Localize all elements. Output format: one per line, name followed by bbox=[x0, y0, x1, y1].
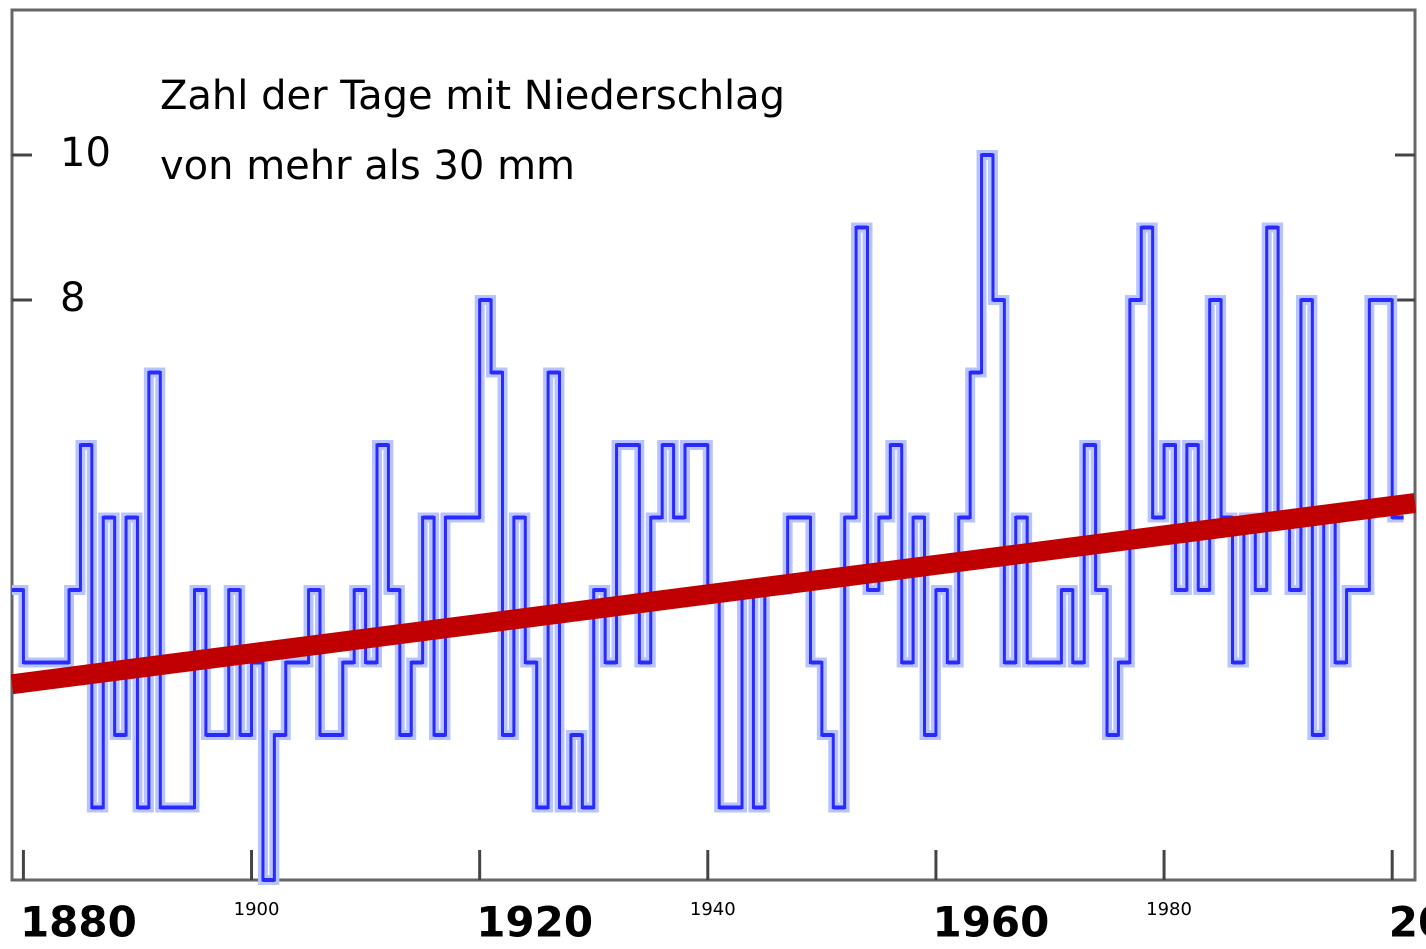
chart-subtitle: von mehr als 30 mm bbox=[160, 143, 575, 189]
plot-frame bbox=[10, 8, 1417, 882]
x-tick-label: 1960 bbox=[932, 898, 1049, 947]
chart-title: Zahl der Tage mit Niederschlag bbox=[160, 73, 785, 119]
x-tick-label: 1940 bbox=[690, 899, 736, 920]
x-tick-label: 1900 bbox=[234, 899, 280, 920]
y-tick-label: 10 bbox=[60, 130, 111, 176]
y-tick-label: 8 bbox=[60, 275, 85, 321]
trend-line bbox=[10, 493, 1417, 695]
x-tick-label: 1880 bbox=[20, 898, 137, 947]
x-tick-label: 2000 bbox=[1389, 898, 1426, 947]
x-tick-label: 1980 bbox=[1146, 899, 1192, 920]
x-tick-label: 1920 bbox=[476, 898, 593, 947]
